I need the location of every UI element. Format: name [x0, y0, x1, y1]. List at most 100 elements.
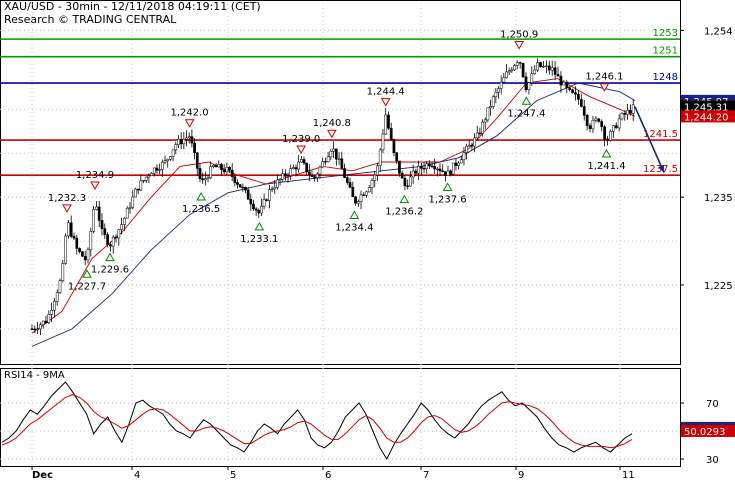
pivot-low-label: 1,229.6 [91, 265, 129, 276]
pivot-low-marker [105, 252, 115, 262]
candle-body [315, 173, 319, 179]
candle-body [481, 121, 484, 134]
candle-body [494, 92, 498, 98]
level-label: 1241.5 [643, 129, 678, 140]
candle-body [158, 169, 161, 171]
candle-body [260, 205, 263, 214]
candle-body [359, 194, 363, 202]
candle-body [365, 191, 368, 196]
candle-body [166, 159, 170, 161]
candle-body [117, 229, 121, 239]
pivot-low-label: 1,227.7 [68, 281, 106, 292]
candle-body [33, 328, 37, 331]
candle-body [356, 201, 360, 204]
candle-body [430, 165, 434, 168]
level-label: 1253 [653, 28, 678, 39]
pivot-low-marker [601, 148, 612, 158]
candle-body [614, 125, 618, 129]
candle-body [270, 188, 274, 190]
candle-body [585, 115, 589, 126]
rsi-series-9ma [1, 394, 633, 449]
candle-body [536, 62, 539, 71]
candle-body [217, 164, 221, 168]
candle-body [606, 138, 609, 141]
candle-body [411, 170, 415, 178]
candle-body [69, 222, 73, 237]
candle-body [433, 166, 437, 170]
candle-body [299, 159, 303, 163]
candle-body [254, 208, 258, 211]
candle-body [579, 99, 583, 107]
candle-body [78, 248, 81, 252]
candle-body [533, 69, 537, 74]
candle-body [626, 110, 629, 115]
candle-body [198, 168, 202, 179]
pivot-high-marker [326, 129, 337, 139]
candle-body [631, 104, 635, 114]
candle-body [556, 74, 560, 77]
candle-body [617, 118, 621, 129]
pivot-high-marker [62, 204, 72, 213]
candle-body [75, 237, 79, 249]
candle-body [152, 167, 156, 174]
pivot-high-label: 1,242.0 [171, 108, 209, 119]
rsi-tick-label: 70 [706, 399, 719, 410]
candle-body [332, 148, 335, 152]
pivot-high-label: 1,246.1 [585, 72, 623, 83]
candle-body [465, 145, 468, 153]
source-label: Research © TRADING CENTRAL [4, 13, 177, 26]
candle-body [67, 222, 70, 237]
candle-body [611, 125, 615, 132]
pivot-low-marker [254, 221, 265, 231]
candle-body [201, 178, 205, 181]
pivot-high-marker [599, 83, 610, 92]
candle-body [203, 178, 207, 181]
candle-body [384, 114, 388, 135]
candle-body [195, 152, 199, 169]
candle-body [276, 179, 279, 188]
pivot-high-label: 1,240.8 [313, 118, 351, 129]
candle-body [591, 119, 595, 130]
candle-body [252, 203, 255, 210]
candle-body [318, 166, 322, 175]
x-tick-label: 7 [423, 470, 429, 480]
candle-body [55, 292, 59, 302]
candle-body [457, 162, 460, 166]
candle-body [545, 65, 548, 67]
candle-body [144, 176, 148, 181]
x-tick-label: 4 [134, 470, 140, 480]
candle-body [265, 199, 269, 201]
candle-body [160, 161, 164, 170]
candle-body [462, 152, 466, 160]
chart-title: XAU/USD - 30min - 12/11/2018 04:19:11 (C… [4, 0, 261, 13]
candle-body [228, 167, 231, 171]
projection-arrow-head [658, 164, 664, 173]
candle-body [310, 174, 314, 177]
candle-body [233, 176, 237, 183]
candle-body [486, 107, 490, 121]
price-tick-label: 1,254 [704, 26, 733, 37]
level-label: 1248 [653, 72, 678, 83]
candle-body [177, 139, 180, 145]
pivot-low-marker [196, 191, 206, 201]
candle-body [273, 187, 277, 190]
candle-body [507, 70, 511, 73]
candle-body [446, 170, 450, 176]
candle-body [398, 160, 401, 174]
pivot-high-label: 1,239.0 [282, 134, 320, 145]
candle-body [297, 161, 301, 170]
candle-body [438, 168, 442, 172]
candle-body [449, 170, 452, 175]
candle-body [451, 162, 455, 175]
candle-body [136, 188, 140, 191]
candle-body [230, 169, 234, 177]
candle-body [95, 206, 98, 210]
candle-body [134, 188, 137, 198]
candle-body [348, 182, 352, 188]
candle-body [262, 199, 266, 207]
candle-body [179, 139, 183, 145]
x-tick-label: 9 [518, 470, 524, 480]
candle-body [497, 88, 500, 93]
candle-body [284, 173, 287, 177]
